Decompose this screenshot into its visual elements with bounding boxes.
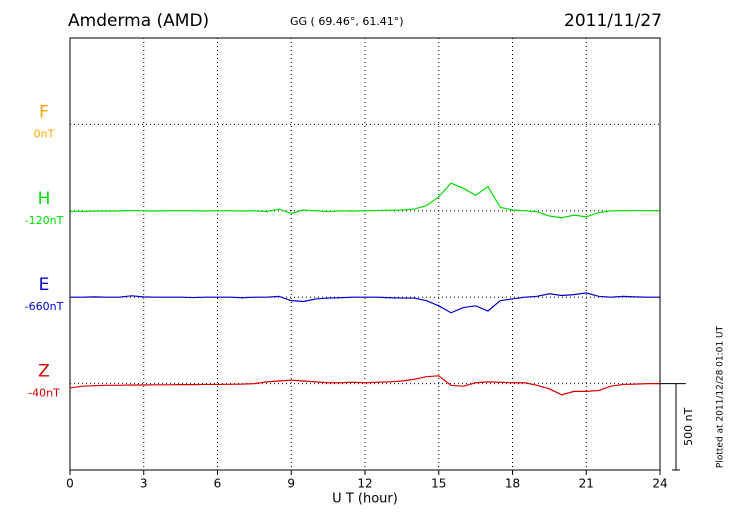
baseline-label: -40nT [28, 387, 60, 400]
trace [70, 292, 660, 314]
baseline-label: -660nT [25, 300, 64, 313]
x-tick-label: 24 [652, 477, 667, 491]
x-tick-label: 12 [357, 477, 372, 491]
subtitle: GG ( 69.46°, 61.41°) [290, 15, 404, 28]
date: 2011/11/27 [564, 11, 662, 31]
x-tick-label: 9 [287, 477, 295, 491]
trace [69, 375, 660, 396]
trace [69, 182, 661, 219]
x-tick-label: 21 [579, 477, 594, 491]
baseline-label: 0nT [34, 127, 55, 140]
x-tick-label: 0 [66, 477, 74, 491]
x-tick-label: 3 [140, 477, 148, 491]
series-name: F [39, 102, 49, 122]
scale-bar-label: 500 nT [682, 407, 695, 445]
chart-title: Amderma (AMD) [68, 11, 209, 31]
x-tick-label: 6 [214, 477, 222, 491]
x-axis-label: U T (hour) [332, 492, 398, 507]
series-name: Z [38, 362, 50, 382]
x-tick-label: 18 [505, 477, 520, 491]
series-name: H [38, 189, 51, 209]
plotted-note: Plotted at 2011/12/28 01:01 UT [716, 325, 726, 468]
x-tick-label: 15 [431, 477, 446, 491]
baseline-label: -120nT [25, 214, 64, 227]
series-name: E [39, 275, 50, 295]
